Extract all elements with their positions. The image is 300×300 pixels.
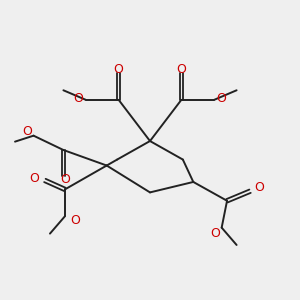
Text: O: O — [217, 92, 226, 105]
Text: O: O — [22, 125, 32, 138]
Text: O: O — [70, 214, 80, 227]
Text: O: O — [114, 63, 124, 76]
Text: O: O — [74, 92, 83, 105]
Text: O: O — [210, 226, 220, 239]
Text: O: O — [30, 172, 40, 184]
Text: O: O — [60, 173, 70, 186]
Text: O: O — [254, 181, 264, 194]
Text: O: O — [176, 63, 186, 76]
